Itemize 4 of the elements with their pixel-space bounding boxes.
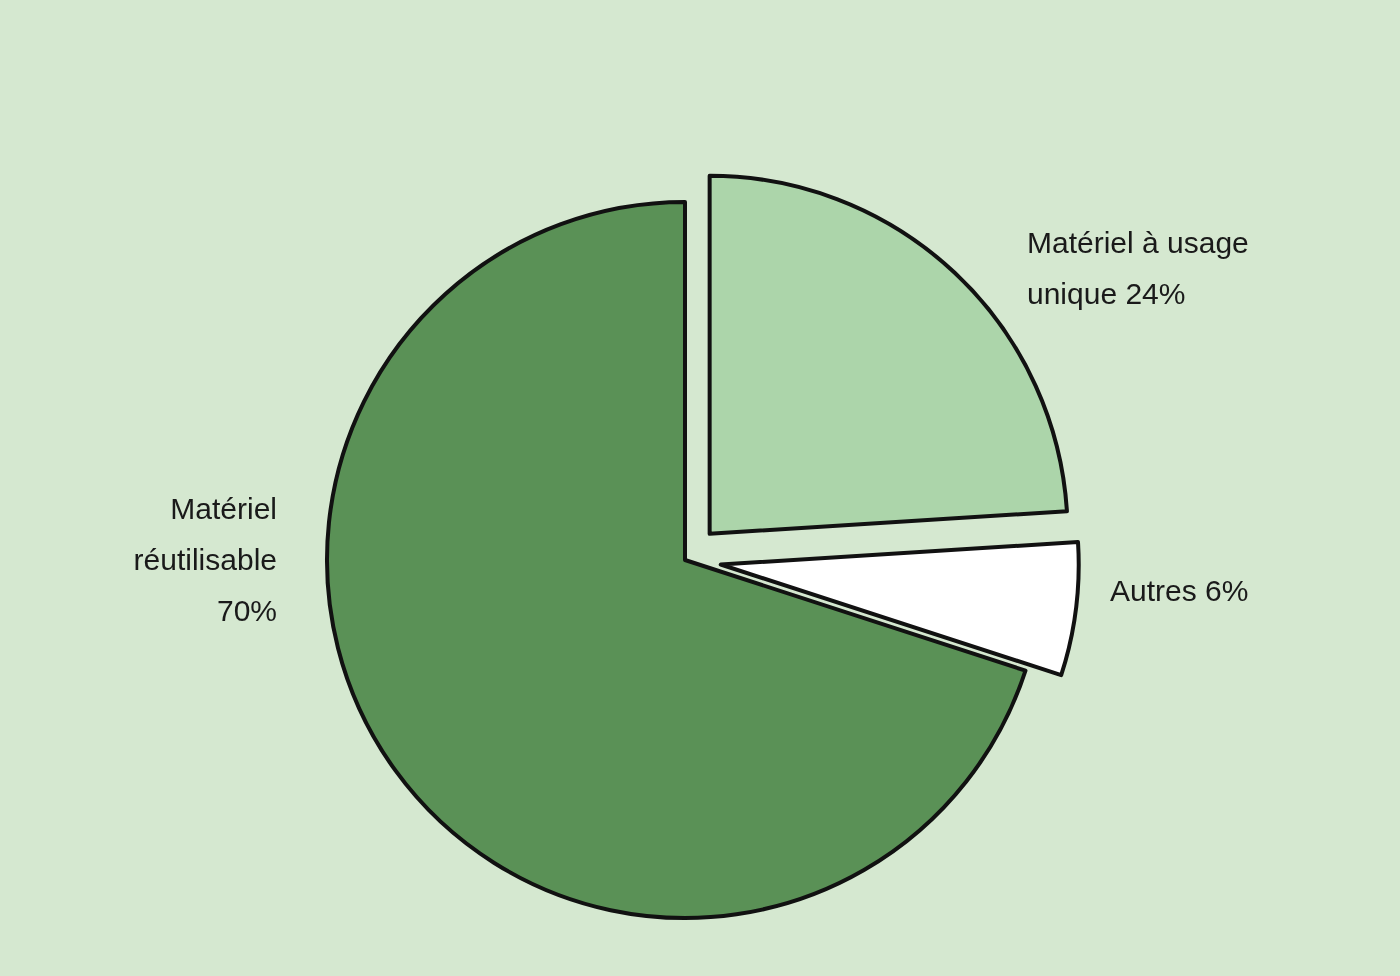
slice-label: Matériel réutilisable [133,491,277,576]
slice-label: Autres 6% [1110,573,1249,607]
slice-label: Matériel à usage unique 24% [1027,225,1249,310]
data-label: 70% [216,593,277,627]
